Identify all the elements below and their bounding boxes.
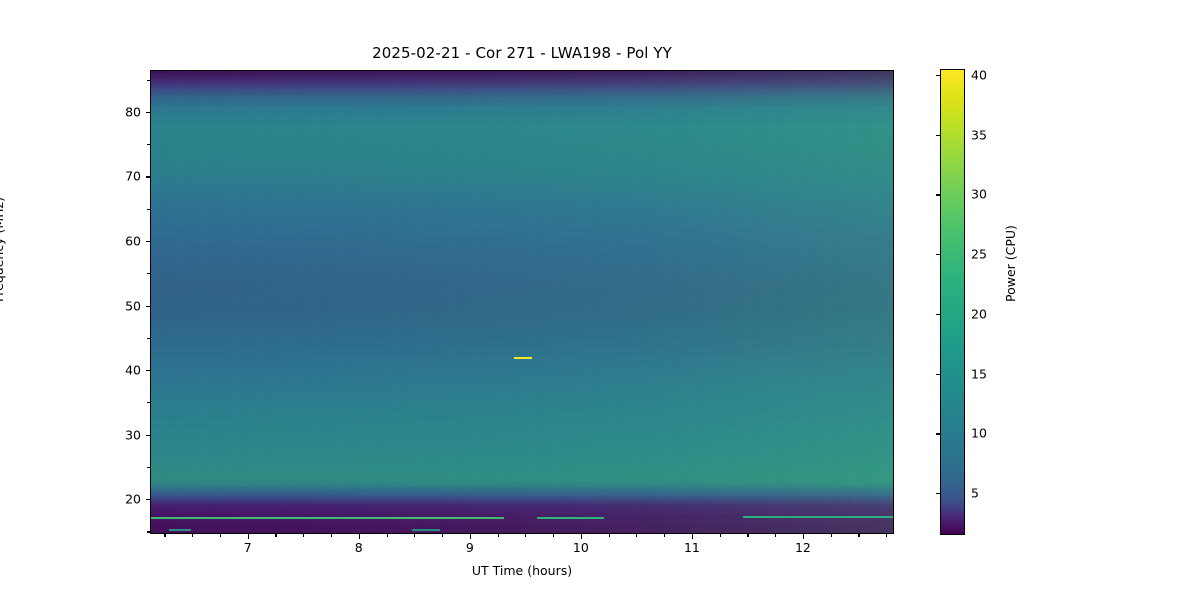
y-tick-label: 70 (125, 168, 141, 184)
x-minor-tick (886, 534, 888, 537)
y-tick-label: 60 (125, 233, 141, 249)
y-tick-mark (145, 305, 150, 307)
y-tick-label: 50 (125, 298, 141, 314)
heatmap-plot-area[interactable] (150, 70, 894, 534)
x-minor-tick (636, 534, 638, 537)
x-tick-mark (247, 534, 249, 539)
x-tick-mark (802, 534, 805, 539)
x-minor-tick (858, 534, 860, 537)
x-tick-label: 8 (354, 540, 363, 555)
y-minor-tick (147, 466, 150, 468)
x-minor-tick (331, 534, 333, 537)
heatmap-time-structure (151, 71, 893, 533)
heatmap-frequency-gradient (151, 71, 893, 533)
x-minor-tick (553, 534, 555, 537)
y-tick-mark (145, 176, 150, 178)
x-minor-tick (414, 534, 416, 537)
y-minor-tick (147, 337, 150, 339)
y-tick-label: 80 (125, 104, 141, 120)
x-minor-tick (219, 534, 222, 537)
colorbar-tick-mark (935, 313, 940, 316)
x-tick-label: 7 (243, 540, 252, 555)
y-tick-mark (145, 111, 150, 114)
colorbar-tick-mark (935, 433, 940, 435)
x-tick-mark (580, 534, 582, 539)
x-tick-label: 12 (794, 540, 811, 555)
x-tick-label: 10 (572, 540, 589, 555)
y-minor-tick (147, 79, 150, 81)
colorbar-tick-mark (935, 254, 940, 256)
colorbar-tick-label: 35 (971, 127, 987, 143)
x-minor-tick (775, 534, 777, 537)
colorbar-gradient (940, 69, 965, 535)
x-minor-tick (303, 534, 305, 537)
page-title: 2025-02-21 - Cor 271 - LWA198 - Pol YY (372, 44, 672, 62)
rfi-segment-15mhz-b (411, 528, 440, 531)
y-minor-tick (147, 144, 150, 146)
colorbar[interactable]: 5 10 15 20 25 30 35 40 (935, 67, 987, 535)
y-axis-label: Frequency (MHz) (0, 196, 6, 302)
x-minor-tick (192, 534, 194, 537)
x-minor-tick (442, 534, 444, 537)
x-minor-tick (275, 534, 277, 537)
rfi-segment-15mhz (168, 528, 191, 531)
heatmap-time-gradient (151, 71, 893, 533)
y-tick-mark (145, 499, 150, 501)
rfi-line-17mhz-b (537, 516, 605, 519)
y-tick-mark (145, 434, 150, 436)
x-minor-tick (497, 534, 499, 537)
y-minor-tick (147, 273, 150, 275)
rfi-line-17mhz (151, 516, 505, 519)
x-minor-tick (164, 534, 166, 537)
colorbar-tick-mark (935, 74, 940, 77)
x-axis-label: UT Time (hours) (471, 563, 573, 578)
colorbar-tick-label: 25 (971, 246, 987, 262)
y-tick-mark (145, 241, 150, 243)
colorbar-tick-label: 15 (971, 366, 987, 382)
colorbar-tick-label: 5 (971, 485, 979, 501)
colorbar-label: Power (CPU) (1003, 225, 1018, 302)
colorbar-tick-label: 40 (971, 67, 987, 83)
y-tick-label: 30 (125, 427, 141, 443)
x-tick-mark (358, 534, 360, 539)
x-minor-tick (830, 534, 832, 537)
x-minor-tick (525, 534, 527, 537)
x-minor-tick (747, 534, 749, 537)
colorbar-tick-mark (935, 373, 940, 375)
x-minor-tick (664, 534, 666, 537)
colorbar-tick-mark (935, 194, 940, 196)
y-tick-label: 40 (125, 362, 141, 378)
spectrogram-image (151, 71, 893, 533)
heatmap-channel-banding (151, 71, 893, 533)
x-tick-label: 11 (683, 540, 700, 555)
x-tick-mark (691, 534, 693, 539)
y-tick-mark (145, 370, 150, 372)
colorbar-tick-label: 30 (971, 186, 987, 202)
y-minor-tick (147, 402, 150, 404)
colorbar-tick-mark (935, 493, 940, 495)
colorbar-tick-mark (935, 134, 940, 136)
y-minor-tick (147, 208, 150, 210)
x-minor-tick (719, 534, 721, 537)
x-minor-tick (608, 534, 610, 537)
x-tick-mark (469, 534, 471, 539)
x-tick-label: 9 (465, 540, 474, 555)
rfi-line-17mhz-c (742, 515, 893, 518)
x-minor-tick (386, 534, 388, 537)
colorbar-tick-label: 10 (971, 425, 987, 441)
colorbar-tick-label: 20 (971, 306, 987, 322)
y-minor-tick (147, 531, 150, 533)
y-tick-label: 20 (125, 491, 141, 507)
rfi-streak-42mhz (514, 356, 532, 359)
